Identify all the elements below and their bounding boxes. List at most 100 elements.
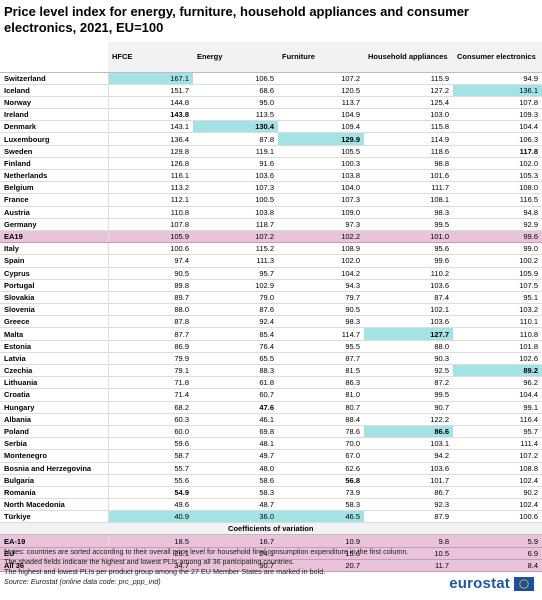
country-name: France bbox=[0, 193, 109, 207]
cell-hfce: 71.8 bbox=[108, 376, 193, 390]
table-row-norway: Norway 144.8 95.0 113.7 125.4 107.8 bbox=[0, 96, 542, 110]
coefficients-header-row: Coefficients of variation bbox=[0, 522, 542, 536]
cell-energy: 48.0 bbox=[193, 462, 278, 475]
table-row-france: France 112.1 100.5 107.3 108.1 116.5 bbox=[0, 193, 542, 207]
cell-hfce: 110.8 bbox=[108, 206, 193, 219]
table-row-albania: Albania 60.3 46.1 88.4 122.2 116.4 bbox=[0, 413, 542, 426]
cell-furniture: 67.0 bbox=[278, 449, 364, 463]
cell-consumer-electronics: 92.9 bbox=[453, 218, 542, 231]
aggregate-row-ea19: EA19 105.9 107.2 102.2 101.0 99.6 bbox=[0, 230, 542, 244]
cell-consumer-electronics: 109.3 bbox=[453, 108, 542, 122]
country-name: Slovakia bbox=[0, 291, 109, 305]
cell-furniture: 113.7 bbox=[278, 96, 364, 110]
cell-household-appliances: 99.5 bbox=[364, 388, 453, 402]
flag-star bbox=[521, 586, 523, 588]
cv-cell-hfce: 18.5 bbox=[108, 534, 193, 548]
cell-household-appliances: 125.4 bbox=[364, 96, 453, 110]
flag-star bbox=[519, 584, 522, 587]
cell-furniture: 80.7 bbox=[278, 401, 364, 414]
cell-energy: 58.3 bbox=[193, 486, 278, 500]
table-row-north-macedonia: North Macedonia 49.6 48.7 58.3 92.3 102.4 bbox=[0, 498, 542, 512]
price-level-table-container: HFCE Energy Furniture Household applianc… bbox=[0, 42, 542, 573]
cell-consumer-electronics: 102.4 bbox=[453, 498, 542, 512]
cell-hfce: 107.8 bbox=[108, 218, 193, 231]
cell-hfce: 55.7 bbox=[108, 462, 193, 475]
cell-furniture: 104.9 bbox=[278, 108, 364, 122]
table-row-serbia: Serbia 59.6 48.1 70.0 103.1 111.4 bbox=[0, 437, 542, 451]
eurostat-logo: eurostat bbox=[449, 575, 534, 592]
cv-cell-household-appliances: 9.8 bbox=[364, 534, 453, 548]
cell-consumer-electronics: 107.5 bbox=[453, 279, 542, 292]
cell-household-appliances: 86.7 bbox=[364, 486, 453, 500]
cell-consumer-electronics: 100.2 bbox=[453, 254, 542, 268]
table-row-bulgaria: Bulgaria 55.6 58.6 56.8 101.7 102.4 bbox=[0, 474, 542, 487]
cell-consumer-electronics: 96.2 bbox=[453, 376, 542, 390]
cell-household-appliances: 87.4 bbox=[364, 291, 453, 305]
table-row-portugal: Portugal 89.8 102.9 94.3 103.6 107.5 bbox=[0, 279, 542, 292]
cell-hfce: 79.9 bbox=[108, 352, 193, 366]
country-name: Luxembourg bbox=[0, 132, 109, 146]
table-row-netherlands: Netherlands 116.1 103.6 103.8 101.6 105.3 bbox=[0, 169, 542, 183]
flag-star bbox=[527, 582, 529, 585]
cell-hfce: 60.3 bbox=[108, 413, 193, 426]
cell-hfce: 86.9 bbox=[108, 340, 193, 353]
cell-hfce: 129.8 bbox=[108, 145, 193, 158]
cell-household-appliances: 103.6 bbox=[364, 315, 453, 329]
country-name: Austria bbox=[0, 206, 109, 219]
cell-consumer-electronics: 99.1 bbox=[453, 401, 542, 414]
cell-consumer-electronics: 110.8 bbox=[453, 327, 542, 341]
table-row-latvia: Latvia 79.9 65.5 87.7 90.3 102.6 bbox=[0, 352, 542, 366]
cell-energy: 60.7 bbox=[193, 388, 278, 402]
cell-energy: 103.8 bbox=[193, 206, 278, 219]
country-name: Germany bbox=[0, 218, 109, 231]
cell-energy: 102.9 bbox=[193, 279, 278, 292]
cell-household-appliances: 101.0 bbox=[364, 230, 453, 244]
cell-hfce: 90.5 bbox=[108, 267, 193, 280]
cell-hfce: 167.1 bbox=[108, 72, 193, 85]
cell-hfce: 126.8 bbox=[108, 157, 193, 171]
cell-household-appliances: 127.7 bbox=[364, 327, 453, 341]
cell-furniture: 62.6 bbox=[278, 462, 364, 475]
cell-consumer-electronics: 111.4 bbox=[453, 437, 542, 451]
cv-cell-furniture: 10.9 bbox=[278, 534, 364, 548]
cell-furniture: 98.3 bbox=[278, 315, 364, 329]
cell-furniture: 95.5 bbox=[278, 340, 364, 353]
chart-title: Price level index for energy, furniture,… bbox=[4, 4, 469, 35]
table-row-montenegro: Montenegro 58.7 49.7 67.0 94.2 107.2 bbox=[0, 449, 542, 463]
cell-furniture: 109.4 bbox=[278, 120, 364, 134]
cell-consumer-electronics: 89.2 bbox=[453, 364, 542, 378]
cell-energy: 76.4 bbox=[193, 340, 278, 353]
cell-furniture: 70.0 bbox=[278, 437, 364, 451]
table-row-sweden: Sweden 129.8 119.1 105.5 118.6 117.8 bbox=[0, 145, 542, 158]
country-name: Türkiye bbox=[0, 510, 109, 524]
cell-consumer-electronics: 105.9 bbox=[453, 267, 542, 280]
table-row-greece: Greece 87.8 92.4 98.3 103.6 110.1 bbox=[0, 315, 542, 329]
cell-furniture: 46.5 bbox=[278, 510, 364, 524]
cell-furniture: 120.5 bbox=[278, 84, 364, 97]
table-row-t-rkiye: Türkiye 40.9 36.0 46.5 87.9 100.6 bbox=[0, 510, 542, 524]
eurostat-wordmark: eurostat bbox=[449, 575, 510, 592]
cell-consumer-electronics: 104.4 bbox=[453, 120, 542, 134]
cell-energy: 95.7 bbox=[193, 267, 278, 280]
cell-hfce: 87.7 bbox=[108, 327, 193, 341]
country-name: Switzerland bbox=[0, 72, 109, 85]
notes: Notes: countries are sorted according to… bbox=[4, 547, 454, 587]
flag-star bbox=[519, 580, 522, 583]
cell-furniture: 104.0 bbox=[278, 181, 364, 195]
note-line-bold: The highest and lowest PLIs per product … bbox=[4, 567, 326, 576]
cell-furniture: 103.8 bbox=[278, 169, 364, 183]
cell-hfce: 143.1 bbox=[108, 120, 193, 134]
cell-consumer-electronics: 94.9 bbox=[453, 72, 542, 85]
cell-household-appliances: 99.5 bbox=[364, 218, 453, 231]
country-name: Iceland bbox=[0, 84, 109, 97]
column-header-household-appliances: Household appliances bbox=[364, 42, 453, 73]
country-name: Montenegro bbox=[0, 449, 109, 463]
country-name: Netherlands bbox=[0, 169, 109, 183]
cell-household-appliances: 108.1 bbox=[364, 193, 453, 207]
table-row-luxembourg: Luxembourg 136.4 87.8 129.9 114.9 106.3 bbox=[0, 132, 542, 146]
cell-household-appliances: 98.8 bbox=[364, 157, 453, 171]
table-body: Switzerland 167.1 106.5 107.2 115.9 94.9 Icela… bbox=[0, 72, 542, 573]
table-row-finland: Finland 126.8 91.6 100.3 98.8 102.0 bbox=[0, 157, 542, 171]
cell-hfce: 79.1 bbox=[108, 364, 193, 378]
cell-household-appliances: 103.1 bbox=[364, 437, 453, 451]
